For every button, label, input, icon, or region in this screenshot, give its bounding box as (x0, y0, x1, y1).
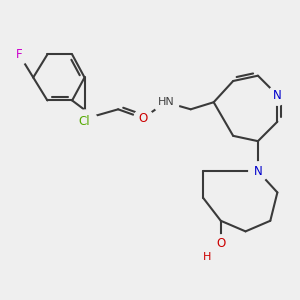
Text: H: H (202, 252, 211, 262)
Text: Cl: Cl (79, 115, 90, 128)
Text: N: N (254, 165, 262, 178)
Text: N: N (273, 89, 282, 102)
Text: HN: HN (158, 97, 174, 107)
Text: F: F (16, 48, 22, 61)
Text: O: O (138, 112, 148, 125)
Text: O: O (216, 237, 225, 250)
